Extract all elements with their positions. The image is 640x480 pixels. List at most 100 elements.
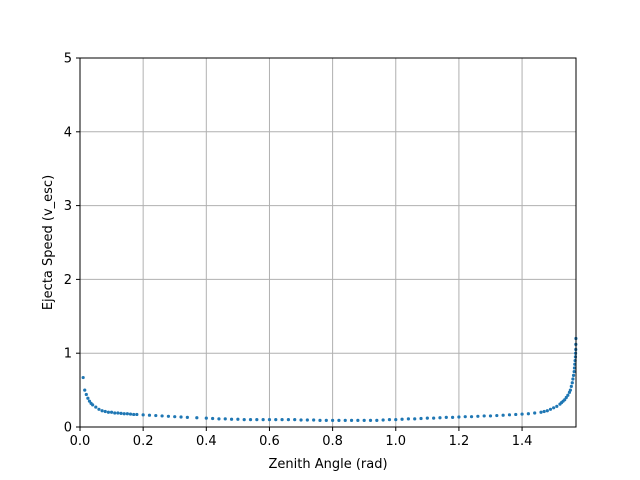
x-tick-label: 0.6 (259, 434, 280, 449)
data-point (84, 392, 88, 397)
y-tick-label: 1 (64, 347, 72, 362)
data-point (571, 373, 576, 377)
data-point (83, 388, 87, 392)
y-axis-label: Ejecta Speed (v_esc) (41, 175, 56, 310)
data-point (563, 398, 567, 402)
data-point (223, 417, 227, 421)
y-tick-label: 5 (64, 52, 72, 67)
data-point (520, 412, 524, 416)
data-point (438, 416, 442, 420)
data-point (425, 416, 429, 420)
data-point (400, 417, 404, 421)
data-point (444, 415, 448, 420)
data-point (106, 410, 111, 414)
data-point (109, 410, 114, 414)
data-point (229, 417, 234, 421)
data-point (324, 418, 328, 422)
x-tick-label: 1.4 (512, 434, 533, 449)
x-tick-label: 0.0 (70, 434, 91, 449)
data-point (248, 418, 253, 422)
data-point (542, 409, 546, 414)
data-point (113, 411, 117, 415)
data-point (387, 418, 392, 422)
data-point (116, 411, 120, 415)
data-point (463, 415, 467, 419)
data-point (507, 413, 512, 417)
x-tick-label: 0.2 (133, 434, 154, 449)
data-point (211, 416, 215, 421)
data-point (160, 414, 164, 418)
data-point (122, 412, 126, 416)
x-tick-label: 0.4 (196, 434, 217, 449)
data-point (469, 415, 474, 419)
data-point (141, 413, 145, 417)
data-point (312, 418, 316, 422)
data-point (566, 393, 570, 397)
data-point (87, 399, 92, 403)
data-point (552, 406, 556, 410)
data-point (569, 384, 573, 389)
data-point (217, 417, 221, 421)
data-point (81, 375, 85, 380)
data-point (526, 412, 530, 416)
data-point (450, 415, 455, 420)
ticks-layer: 0.0 0.2 0.4 0.6 0.8 1.0 1.2 1.4 0 1 2 3 4 5 (64, 52, 533, 450)
x-tick-label: 1.2 (449, 434, 470, 449)
data-point (514, 412, 518, 417)
data-point (147, 413, 152, 417)
points-layer (81, 336, 578, 422)
y-tick-label: 4 (64, 125, 72, 140)
data-point (173, 415, 177, 419)
data-point (331, 418, 335, 422)
data-point (242, 418, 246, 422)
data-point (381, 418, 385, 422)
data-point (555, 404, 559, 408)
y-tick-label: 3 (64, 199, 72, 214)
data-point (280, 418, 284, 422)
data-point (236, 417, 240, 421)
x-axis-label: Zenith Angle (rad) (268, 457, 387, 472)
data-point (476, 414, 480, 418)
data-point (432, 416, 436, 420)
data-point (545, 409, 549, 413)
x-tick-label: 1.0 (385, 434, 406, 449)
data-point (501, 413, 505, 417)
data-point (337, 418, 341, 422)
data-point (261, 418, 265, 422)
data-point (573, 355, 578, 359)
y-tick-label: 2 (64, 273, 72, 288)
data-point (495, 413, 499, 418)
data-point (457, 415, 461, 419)
data-point (413, 417, 417, 421)
data-point (103, 409, 107, 414)
data-point (375, 418, 379, 422)
data-point (419, 416, 423, 421)
data-point (539, 410, 543, 414)
data-point (488, 414, 493, 418)
data-point (299, 418, 303, 422)
data-point (267, 418, 272, 422)
data-point (125, 412, 129, 416)
data-point (97, 407, 101, 411)
data-point (368, 418, 373, 422)
data-point (406, 417, 410, 421)
data-point (571, 377, 575, 381)
data-point (293, 418, 297, 422)
data-point (274, 418, 278, 422)
data-point (318, 418, 322, 422)
data-point (286, 418, 291, 422)
data-point (564, 395, 568, 400)
grid-layer (79, 57, 576, 428)
data-point (119, 411, 123, 415)
data-point (548, 407, 553, 411)
data-point (394, 418, 398, 422)
data-point (91, 403, 95, 407)
data-point (362, 418, 366, 422)
data-point (100, 409, 104, 413)
plot-frame (79, 57, 577, 428)
data-point (572, 370, 576, 374)
data-point (86, 396, 90, 400)
y-tick-label: 0 (64, 421, 72, 436)
data-point (533, 411, 537, 415)
data-point (154, 413, 158, 418)
